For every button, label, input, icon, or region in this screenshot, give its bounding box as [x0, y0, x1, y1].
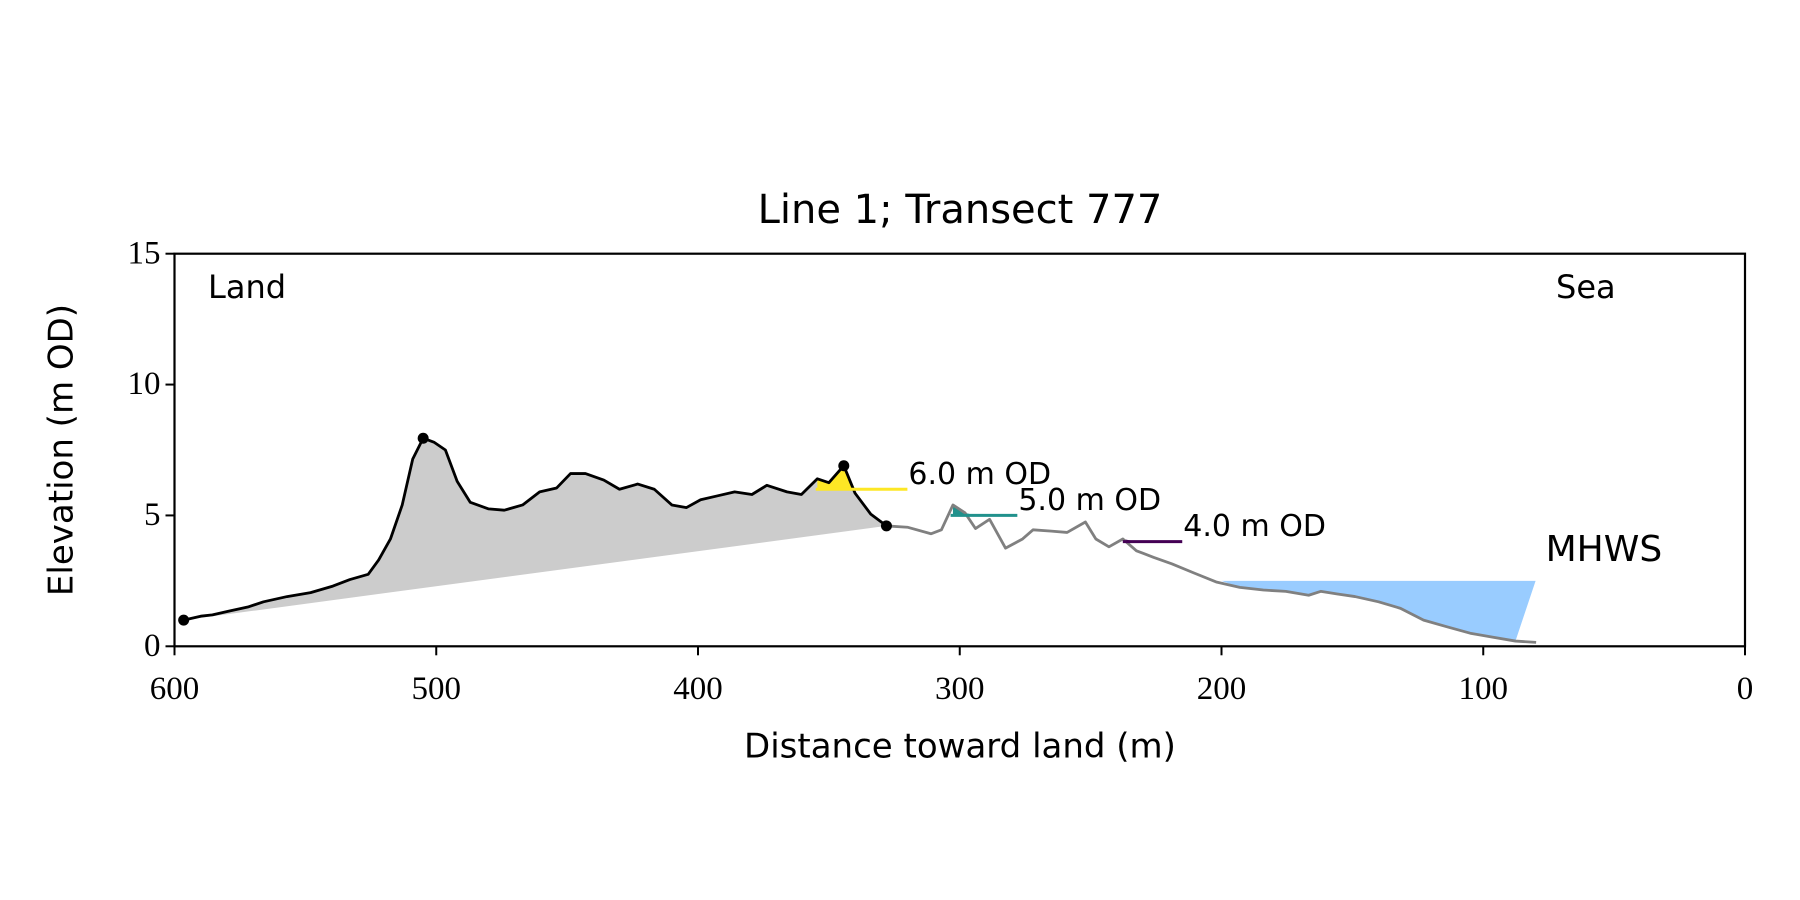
profile-fill — [183, 438, 887, 621]
level-label: 6.0 m OD — [908, 457, 1051, 492]
annotation: Sea — [1556, 268, 1616, 306]
mhws-fill — [1221, 580, 1536, 642]
mhws-label: MHWS — [1546, 529, 1663, 570]
chart-title: Line 1; Transect 777 — [758, 187, 1163, 233]
y-tick-label: 10 — [128, 366, 161, 402]
profile-line — [886, 503, 1537, 644]
y-tick-label: 0 — [144, 628, 161, 664]
x-tick-label: 400 — [673, 671, 723, 707]
x-tick-label: 100 — [1459, 671, 1509, 707]
marker — [417, 432, 429, 444]
y-tick-label: 5 — [144, 497, 161, 533]
x-tick-label: 500 — [412, 671, 462, 707]
x-tick-label: 0 — [1737, 671, 1754, 707]
profile-line — [183, 436, 888, 622]
x-tick-label: 200 — [1197, 671, 1247, 707]
level-label: 5.0 m OD — [1018, 483, 1161, 518]
x-tick-label: 300 — [935, 671, 985, 707]
x-axis-label: Distance toward land (m) — [744, 727, 1176, 767]
x-tick-label: 600 — [150, 671, 200, 707]
marker — [838, 460, 850, 472]
annotation: Land — [208, 268, 286, 306]
y-axis-label: Elevation (m OD) — [42, 304, 82, 596]
y-tick-label: 15 — [128, 235, 161, 271]
level-label: 4.0 m OD — [1183, 509, 1326, 544]
level-fill — [817, 465, 908, 490]
marker — [178, 614, 190, 626]
marker — [880, 520, 892, 532]
